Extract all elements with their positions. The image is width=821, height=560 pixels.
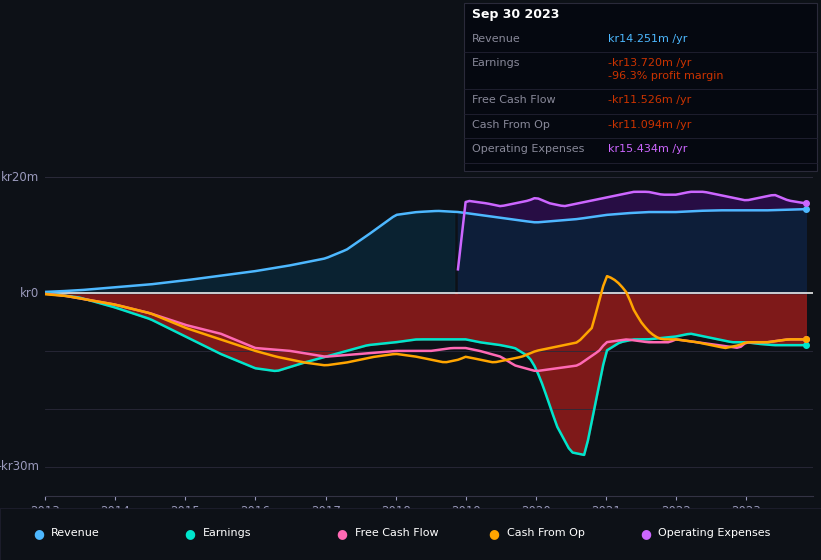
- Text: Operating Expenses: Operating Expenses: [472, 144, 585, 155]
- Text: Free Cash Flow: Free Cash Flow: [355, 528, 438, 538]
- Cash From Op: [40, 291, 50, 297]
- Revenue: [86, 286, 96, 293]
- Cash From Op: [181, 325, 191, 332]
- Text: Earnings: Earnings: [203, 528, 251, 538]
- Line: Revenue: Revenue: [45, 209, 805, 292]
- Earnings: [579, 451, 589, 458]
- Operating Expenses: [732, 195, 742, 202]
- Cash From Op: [71, 295, 80, 301]
- Text: -kr11.094m /yr: -kr11.094m /yr: [608, 120, 691, 130]
- Text: ●: ●: [185, 526, 195, 540]
- Cash From Op: [800, 336, 810, 343]
- Revenue: [800, 206, 810, 213]
- Revenue: [763, 207, 773, 214]
- Text: ●: ●: [337, 526, 347, 540]
- Earnings: [71, 294, 80, 301]
- Earnings: [800, 342, 810, 348]
- Text: kr20m: kr20m: [2, 171, 39, 184]
- Line: Free Cash Flow: Free Cash Flow: [45, 293, 805, 371]
- Operating Expenses: [736, 196, 745, 203]
- Text: kr0: kr0: [21, 287, 39, 300]
- Operating Expenses: [663, 192, 673, 198]
- Text: Free Cash Flow: Free Cash Flow: [472, 95, 556, 105]
- Text: ●: ●: [640, 526, 651, 540]
- Cash From Op: [243, 345, 253, 352]
- Text: -kr13.720m /yr: -kr13.720m /yr: [608, 58, 691, 68]
- Free Cash Flow: [181, 322, 191, 329]
- Operating Expenses: [747, 196, 757, 203]
- Line: Earnings: Earnings: [45, 293, 805, 455]
- Text: –kr30m: –kr30m: [0, 460, 39, 473]
- Cash From Op: [319, 362, 329, 368]
- Text: Earnings: Earnings: [472, 58, 521, 68]
- Earnings: [243, 362, 253, 368]
- Earnings: [740, 339, 750, 346]
- Free Cash Flow: [800, 336, 810, 343]
- Text: kr14.251m /yr: kr14.251m /yr: [608, 34, 687, 44]
- Text: Cash From Op: Cash From Op: [507, 528, 585, 538]
- Earnings: [86, 297, 96, 304]
- Free Cash Flow: [767, 338, 777, 345]
- Operating Expenses: [633, 189, 643, 195]
- Text: kr15.434m /yr: kr15.434m /yr: [608, 144, 687, 155]
- Text: ●: ●: [488, 526, 499, 540]
- Text: Operating Expenses: Operating Expenses: [658, 528, 771, 538]
- Free Cash Flow: [86, 297, 96, 304]
- Revenue: [40, 288, 50, 295]
- Text: Sep 30 2023: Sep 30 2023: [472, 8, 559, 21]
- Line: Cash From Op: Cash From Op: [45, 276, 805, 365]
- Free Cash Flow: [40, 290, 50, 297]
- Earnings: [767, 342, 777, 348]
- Operating Expenses: [713, 192, 722, 198]
- Earnings: [181, 334, 191, 340]
- Line: Operating Expenses: Operating Expenses: [458, 192, 805, 269]
- Cash From Op: [86, 297, 96, 304]
- Free Cash Flow: [71, 295, 80, 301]
- Revenue: [736, 207, 745, 214]
- Operating Expenses: [728, 194, 738, 201]
- Cash From Op: [770, 338, 780, 344]
- Text: Revenue: Revenue: [51, 528, 99, 538]
- Text: -kr11.526m /yr: -kr11.526m /yr: [608, 95, 690, 105]
- Text: Cash From Op: Cash From Op: [472, 120, 550, 130]
- Text: -96.3% profit margin: -96.3% profit margin: [608, 71, 723, 81]
- Operating Expenses: [800, 200, 810, 207]
- Operating Expenses: [453, 266, 463, 273]
- Earnings: [40, 290, 50, 296]
- Revenue: [181, 277, 191, 283]
- Revenue: [71, 287, 80, 294]
- Revenue: [243, 269, 253, 276]
- Text: Revenue: Revenue: [472, 34, 521, 44]
- Free Cash Flow: [534, 367, 544, 374]
- Free Cash Flow: [740, 340, 750, 347]
- Text: ●: ●: [33, 526, 44, 540]
- Cash From Op: [744, 339, 754, 346]
- Cash From Op: [602, 273, 612, 279]
- Free Cash Flow: [243, 342, 253, 348]
